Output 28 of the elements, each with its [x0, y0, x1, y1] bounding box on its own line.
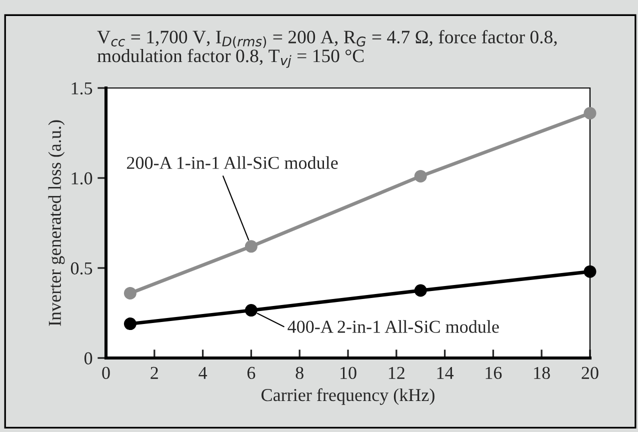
- x-tick-label: 12: [388, 366, 404, 379]
- x-tick-label: 6: [247, 366, 256, 380]
- x-axis-title: Carrier frequency (kHz): [262, 388, 434, 405]
- legend-label: 400-A 2-in-1 All-SiC module: [288, 320, 499, 333]
- y-tick-label: 1.5: [72, 82, 92, 95]
- x-tick-label: 4: [198, 366, 208, 379]
- chart-title: V$_{cc}$ = 1,700 V, I$_{D(rms)}$ = 200 A, R$_{G}$ = 4.7 Ω, force factor 0.8, modulation factor 0.8, T$_{vj}$ = 150 °C: [97, 30, 557, 68]
- y-tick-label: 0: [84, 352, 92, 364]
- y-axis-title: Inverter generated loss (a.u.): [48, 120, 65, 326]
- y-tick-label: 1.0: [72, 172, 92, 185]
- point: [244, 240, 258, 253]
- point: [414, 170, 427, 182]
- point: [584, 265, 596, 278]
- point: [584, 106, 596, 120]
- x-tick-label: 0: [102, 366, 110, 380]
- x-tick-label: 10: [340, 366, 356, 380]
- point: [244, 304, 258, 317]
- y-tick-label: 0.5: [70, 262, 92, 275]
- x-tick-label: 8: [296, 366, 304, 380]
- x-tick-label: 14: [437, 366, 454, 379]
- point: [124, 286, 136, 300]
- text: 200-A 1-in-1 All-SiC module: [126, 156, 338, 169]
- x-tick-label: 2: [150, 366, 158, 379]
- x-tick-label: 16: [486, 366, 502, 380]
- x-tick-label: 20: [582, 366, 598, 380]
- point: [414, 284, 427, 297]
- point: [124, 318, 136, 330]
- x-tick-label: 18: [534, 366, 550, 380]
